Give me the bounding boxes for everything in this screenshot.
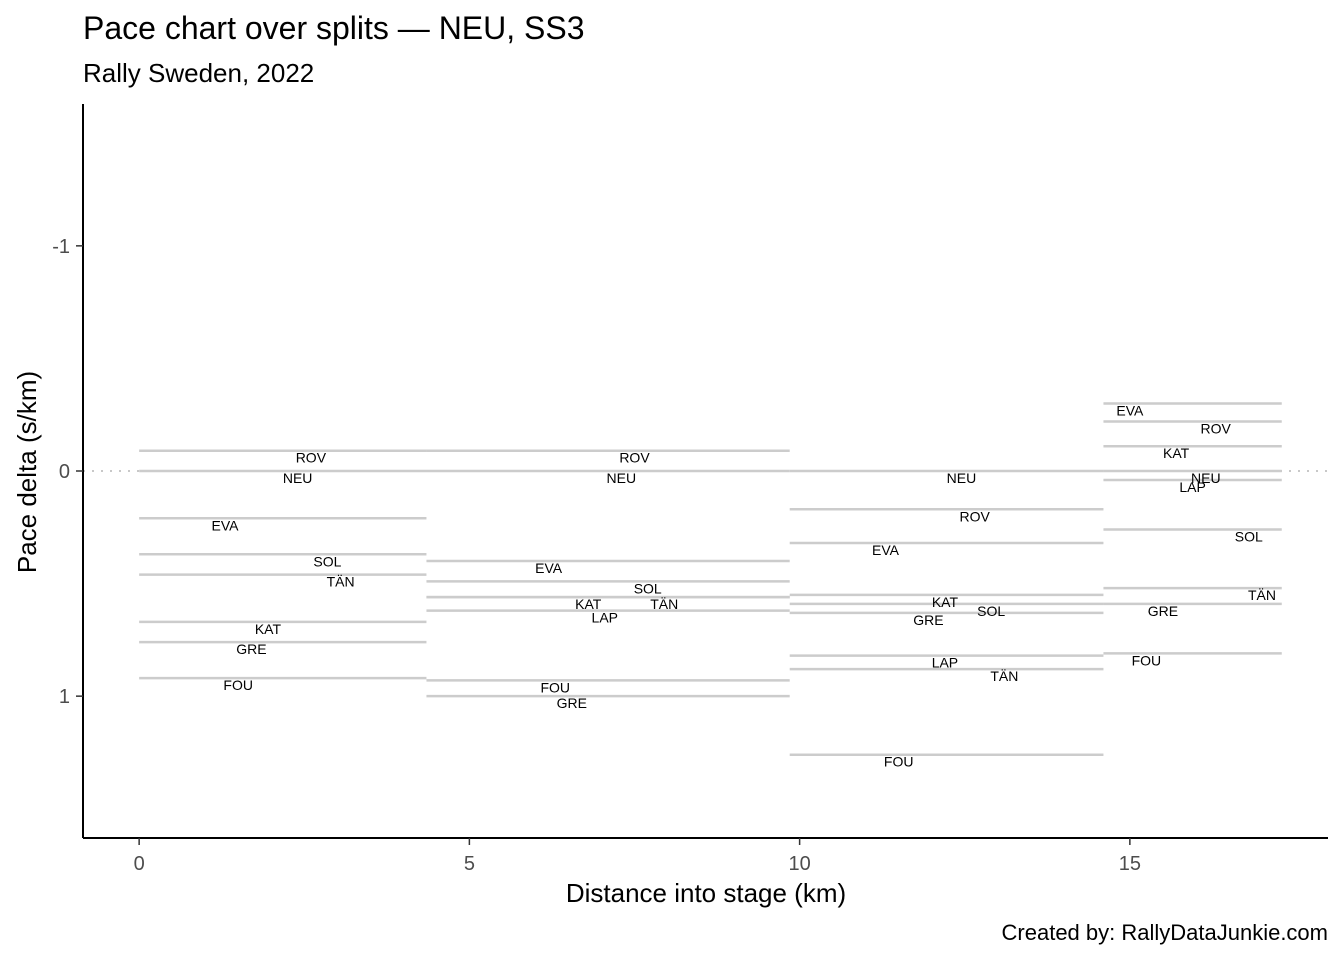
- driver-label: EVA: [1116, 402, 1144, 418]
- segments-layer: [139, 402, 1282, 756]
- y-axis-title: Pace delta (s/km): [12, 371, 42, 573]
- y-tick-label: 1: [59, 686, 70, 708]
- driver-label: SOL: [1235, 529, 1263, 545]
- driver-label: FOU: [884, 754, 914, 770]
- driver-label: SOL: [634, 580, 662, 596]
- driver-label: KAT: [575, 596, 602, 612]
- driver-label: TÄN: [1248, 587, 1276, 603]
- driver-label: GRE: [557, 695, 587, 711]
- driver-label: NEU: [607, 470, 637, 486]
- x-tick-label: 0: [134, 853, 145, 875]
- driver-label: EVA: [535, 560, 563, 576]
- driver-label: TÄN: [990, 668, 1018, 684]
- x-tick-label: 5: [464, 853, 475, 875]
- x-tick-label: 15: [1119, 853, 1141, 875]
- driver-label: ROV: [619, 450, 650, 466]
- driver-label: LAP: [1179, 479, 1205, 495]
- chart-subtitle: Rally Sweden, 2022: [83, 58, 315, 88]
- driver-label: FOU: [223, 677, 253, 693]
- y-tick-label: 0: [59, 461, 70, 483]
- ticks-layer: 0 5 10 15 -1 0 1: [52, 236, 1141, 875]
- driver-label: KAT: [255, 621, 282, 637]
- driver-label: SOL: [977, 603, 1005, 619]
- chart-caption: Created by: RallyDataJunkie.com: [1001, 920, 1328, 945]
- driver-label: NEU: [1191, 470, 1221, 486]
- labels-layer: ROVNEUEVASOLTÄNKATGREFOUROVNEUEVASOLTÄNK…: [212, 402, 1276, 769]
- driver-label: NEU: [947, 470, 977, 486]
- driver-label: FOU: [1132, 652, 1162, 668]
- chart-title: Pace chart over splits — NEU, SS3: [83, 10, 585, 46]
- driver-label: LAP: [932, 655, 958, 671]
- x-tick-label: 10: [788, 853, 810, 875]
- driver-label: ROV: [296, 450, 327, 466]
- driver-label: SOL: [313, 553, 341, 569]
- driver-label: KAT: [932, 594, 959, 610]
- driver-label: EVA: [872, 542, 900, 558]
- driver-label: EVA: [212, 517, 240, 533]
- driver-label: ROV: [959, 508, 990, 524]
- x-axis-title: Distance into stage (km): [566, 878, 846, 908]
- driver-label: FOU: [540, 679, 570, 695]
- driver-label: NEU: [283, 470, 313, 486]
- driver-label: KAT: [1163, 445, 1190, 461]
- driver-label: LAP: [592, 610, 618, 626]
- driver-label: TÄN: [650, 596, 678, 612]
- y-tick-label: -1: [52, 236, 70, 258]
- driver-label: GRE: [1148, 603, 1178, 619]
- driver-label: GRE: [913, 612, 943, 628]
- driver-label: ROV: [1201, 420, 1232, 436]
- driver-label: TÄN: [327, 574, 355, 590]
- driver-label: GRE: [236, 641, 266, 657]
